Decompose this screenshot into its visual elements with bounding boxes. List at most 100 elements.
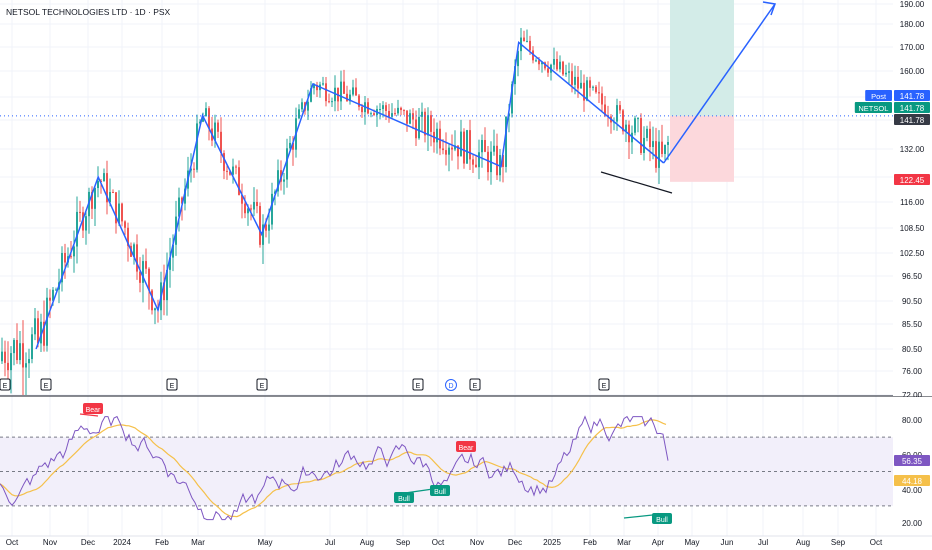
price-scale[interactable]: 190.00180.00170.00160.00150.00140.00132.… <box>854 0 932 400</box>
earnings-marker[interactable] <box>40 378 52 391</box>
candle-body <box>649 128 651 148</box>
candle-body <box>457 145 459 157</box>
candle-body <box>583 82 585 101</box>
rsi-signal-badge <box>652 513 672 524</box>
price-label-tag <box>854 102 892 113</box>
candle-body <box>55 289 57 291</box>
candle-body <box>139 271 141 283</box>
candle-body <box>322 83 324 85</box>
trendlines[interactable] <box>35 1 777 350</box>
candle-body <box>598 92 600 94</box>
candle-body <box>505 116 507 167</box>
candle-body <box>502 155 504 167</box>
candle-body <box>424 111 426 136</box>
candle-body <box>547 68 549 73</box>
candle-body <box>229 171 231 175</box>
time-tick-label: Feb <box>583 538 597 547</box>
divergence-support-line[interactable] <box>600 171 673 194</box>
candle-body <box>385 105 387 111</box>
candle-body <box>283 179 285 182</box>
price-tick-label: 85.50 <box>902 320 923 329</box>
candle-body <box>652 141 654 148</box>
candle-body <box>556 59 558 70</box>
candle-body <box>640 118 642 153</box>
earnings-marker[interactable] <box>412 378 424 391</box>
candle-body <box>625 124 627 132</box>
time-tick-label: Oct <box>870 538 883 547</box>
candle-body <box>460 131 462 157</box>
earnings-marker[interactable] <box>256 378 268 391</box>
symbol-title: NETSOL TECHNOLOGIES LTD · 1D · PSX <box>6 7 171 17</box>
candle-body <box>343 81 345 94</box>
candle-body <box>256 201 258 207</box>
candle-body <box>22 343 24 368</box>
earnings-marker[interactable] <box>598 378 610 391</box>
rsi-signal-label: Bear <box>459 445 474 452</box>
earnings-marker-label: E <box>170 383 175 390</box>
candle-body <box>352 87 354 95</box>
earnings-marker-label: E <box>3 383 8 390</box>
projection-arrow-head[interactable] <box>762 1 777 16</box>
time-tick-label: Oct <box>432 538 445 547</box>
candle-body <box>313 84 315 89</box>
price-label-box <box>894 90 930 101</box>
candle-body <box>559 61 561 70</box>
candle-body <box>481 140 483 153</box>
dividend-marker[interactable] <box>445 379 457 391</box>
rsi-ma-line <box>0 419 667 518</box>
candle-body <box>91 191 93 209</box>
price-tick-label: 102.50 <box>900 249 925 258</box>
candle-body <box>445 150 447 155</box>
candle-body <box>250 208 252 210</box>
rsi-signal-badge <box>83 403 103 414</box>
rsi-tick-label: 40.00 <box>902 486 923 495</box>
earnings-marker[interactable] <box>166 378 178 391</box>
rsi-value-label: 44.18 <box>902 477 923 486</box>
price-label-box <box>894 114 930 125</box>
candle-body <box>667 142 669 145</box>
candle-body <box>181 197 183 204</box>
candle-body <box>7 362 9 371</box>
candle-body <box>643 137 645 153</box>
candle-body <box>154 308 156 311</box>
price-tick-label: 80.50 <box>902 345 923 354</box>
candle-body <box>94 188 96 209</box>
rsi-scale-bg <box>893 397 932 536</box>
candle-body <box>268 224 270 231</box>
zigzag-trendline[interactable] <box>35 40 665 350</box>
candle-body <box>217 122 219 132</box>
candle-body <box>223 153 225 171</box>
time-axis[interactable]: Oct Nov Dec 2024 Feb Mar May Jul Aug Sep Oct Nov Dec… <box>0 535 932 547</box>
candle-body <box>109 192 111 203</box>
candle-body <box>514 66 516 85</box>
price-label-value: 122.45 <box>900 176 925 185</box>
price-tick-label: 116.00 <box>900 198 924 207</box>
candle-body <box>340 81 342 102</box>
candle-body <box>13 340 15 354</box>
candle-body <box>205 108 207 117</box>
candle-body <box>406 110 408 124</box>
earnings-marker-label: E <box>260 383 265 390</box>
candle-body <box>463 131 465 164</box>
candle-body <box>580 82 582 89</box>
candle-body <box>76 211 78 247</box>
candle-body <box>388 110 390 117</box>
candle-body <box>202 116 204 122</box>
earnings-marker[interactable] <box>0 378 11 391</box>
candle-body <box>85 216 87 231</box>
profit-zone[interactable] <box>670 0 734 116</box>
earnings-marker[interactable] <box>469 378 481 391</box>
candle-body <box>328 101 330 103</box>
projection-arrow-line[interactable] <box>663 3 776 164</box>
candle-body <box>49 297 51 301</box>
candle-body <box>451 147 453 150</box>
candle-body <box>19 343 21 361</box>
candle-body <box>172 244 174 258</box>
candle-body <box>46 297 48 346</box>
rsi-value-label: 56.35 <box>902 457 923 466</box>
loss-zone[interactable] <box>670 115 734 182</box>
candle-body <box>118 203 120 224</box>
